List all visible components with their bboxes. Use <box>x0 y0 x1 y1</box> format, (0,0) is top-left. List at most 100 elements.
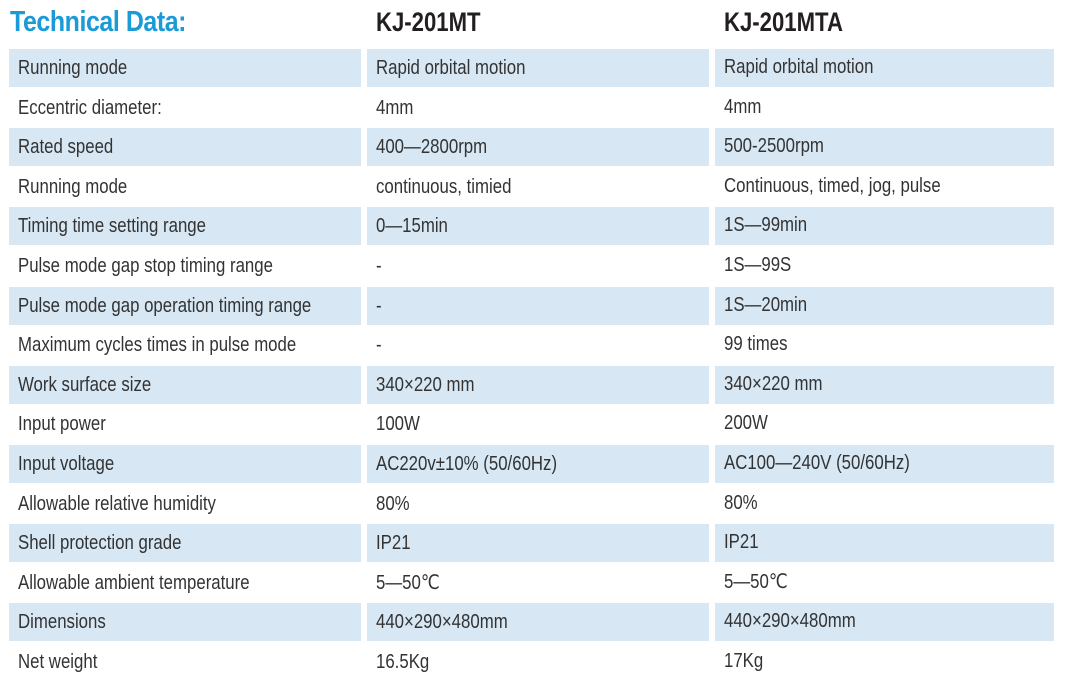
kj-201mta-value-cell: 1S—20min <box>715 286 1054 325</box>
spec-label-cell: Pulse mode gap stop timing range <box>9 247 361 285</box>
kj-201mt-value-cell: continuous, timied <box>367 168 709 206</box>
spec-label-cell-text: Timing time setting range <box>18 215 207 238</box>
kj-201mta-value-cell-text: Continuous, timed, jog, pulse <box>724 174 941 197</box>
kj-201mta-value-cell-text: AC100—240V (50/60Hz) <box>724 451 910 474</box>
table-row: Input voltage AC220v±10% (50/60Hz) AC100—2… <box>9 444 1054 485</box>
kj-201mta-value-cell-text: IP21 <box>724 531 759 554</box>
spec-label-cell-text: Shell protection grade <box>18 532 182 555</box>
kj-201mta-value-cell-text: 200W <box>724 412 768 435</box>
spec-label-cell-text: Eccentric diameter: <box>18 96 162 119</box>
kj-201mt-value-cell-text: AC220v±10% (50/60Hz) <box>376 452 558 475</box>
spec-label-cell-text: Allowable relative humidity <box>18 492 216 515</box>
kj-201mt-value-cell-text: IP21 <box>376 532 411 555</box>
kj-201mt-value-cell: 16.5Kg <box>367 643 709 681</box>
kj-201mta-value-cell: IP21 <box>715 524 1054 563</box>
spec-label-cell-text: Running mode <box>18 57 128 79</box>
kj-201mta-value-cell: 440×290×480mm <box>715 603 1054 642</box>
kj-201mt-value-cell: 5—50℃ <box>367 564 709 602</box>
kj-201mta-value-cell-text: 4mm <box>724 95 762 118</box>
kj-201mta-value-cell: 200W <box>715 405 1054 443</box>
kj-201mta-value-cell-text: 17Kg <box>724 649 764 672</box>
kj-201mta-value-cell: 80% <box>715 485 1054 523</box>
table-row: Rated speed 400—2800rpm 500-2500rpm <box>9 128 1054 168</box>
kj-201mta-value-cell: AC100—240V (50/60Hz) <box>715 444 1054 483</box>
kj-201mta-value-cell: Rapid orbital motion <box>715 49 1054 87</box>
kj-201mta-value-cell: 340×220 mm <box>715 365 1054 404</box>
kj-201mt-value-cell: 400—2800rpm <box>367 128 709 167</box>
spec-label-cell-text: Rated speed <box>18 136 114 159</box>
kj-201mt-value-cell: 80% <box>367 485 709 523</box>
kj-201mt-value-cell-text: 440×290×480mm <box>376 611 508 634</box>
page-title: Technical Data: <box>10 6 187 38</box>
kj-201mt-value-cell: 340×220 mm <box>367 365 709 404</box>
spec-label-cell: Eccentric diameter: <box>9 89 361 127</box>
spec-label-cell: Maximum cycles times in pulse mode <box>9 326 361 364</box>
kj-201mt-value-cell: 0—15min <box>367 207 709 246</box>
spec-label-cell: Dimensions <box>9 603 361 642</box>
spec-label-cell-text: Allowable ambient temperature <box>18 571 250 594</box>
spec-label-cell-text: Pulse mode gap stop timing range <box>18 254 273 277</box>
kj-201mt-value-cell-text: continuous, timied <box>376 175 512 198</box>
table-row: Running mode Rapid orbital motion Rapid or… <box>9 49 1054 89</box>
spec-label-cell-text: Net weight <box>18 650 98 673</box>
spec-label-cell: Input voltage <box>9 444 361 483</box>
kj-201mt-value-cell: - <box>367 326 709 364</box>
model-heading-kj-201mta: KJ-201MTA <box>724 7 843 37</box>
spec-header: Technical Data: KJ-201MT KJ-201MTA <box>0 0 1066 48</box>
kj-201mt-value-cell-text: - <box>376 334 382 357</box>
spec-label-cell: Rated speed <box>9 128 361 167</box>
table-row: Net weight 16.5Kg 17Kg <box>9 643 1054 683</box>
table-row: Dimensions 440×290×480mm 440×290×480mm <box>9 603 1054 643</box>
kj-201mta-value-cell: 4mm <box>715 89 1054 127</box>
kj-201mta-value-cell: 1S—99min <box>715 207 1054 246</box>
kj-201mt-value-cell: AC220v±10% (50/60Hz) <box>367 444 709 483</box>
kj-201mta-value-cell: 5—50℃ <box>715 564 1054 602</box>
table-row: Allowable ambient temperature 5—50℃ 5—50℃ <box>9 564 1054 604</box>
kj-201mta-value-cell: 17Kg <box>715 643 1054 681</box>
kj-201mta-value-cell-text: Rapid orbital motion <box>724 56 874 78</box>
kj-201mt-value-cell: Rapid orbital motion <box>367 49 709 87</box>
spec-table: Running mode Rapid orbital motion Rapid or… <box>9 49 1054 683</box>
table-row: Allowable relative humidity 80% 80% <box>9 485 1054 525</box>
table-row: Eccentric diameter: 4mm 4mm <box>9 89 1054 129</box>
kj-201mt-value-cell: 440×290×480mm <box>367 603 709 642</box>
table-row: Work surface size 340×220 mm 340×220 mm <box>9 365 1054 406</box>
kj-201mta-value-cell-text: 5—50℃ <box>724 570 788 593</box>
kj-201mt-value-cell: IP21 <box>367 524 709 563</box>
kj-201mt-value-cell-text: 4mm <box>376 96 414 119</box>
kj-201mt-value-cell-text: - <box>376 294 382 317</box>
kj-201mt-value-cell: 4mm <box>367 89 709 127</box>
kj-201mt-value-cell: - <box>367 286 709 325</box>
kj-201mta-value-cell-text: 1S—20min <box>724 293 808 316</box>
kj-201mta-value-cell-text: 1S—99S <box>724 253 792 276</box>
spec-label-cell: Running mode <box>9 49 361 87</box>
spec-label-cell: Work surface size <box>9 365 361 404</box>
spec-label-cell-text: Running mode <box>18 175 128 198</box>
spec-label-cell: Pulse mode gap operation timing range <box>9 286 361 325</box>
kj-201mta-value-cell-text: 340×220 mm <box>724 372 823 395</box>
model-heading-kj-201mt: KJ-201MT <box>376 7 481 37</box>
kj-201mt-value-cell-text: 340×220 mm <box>376 373 475 396</box>
spec-label-cell: Net weight <box>9 643 361 681</box>
kj-201mta-value-cell-text: 500-2500rpm <box>724 135 824 158</box>
spec-label-cell: Running mode <box>9 168 361 206</box>
spec-label-cell-text: Pulse mode gap operation timing range <box>18 294 312 317</box>
table-row: Shell protection grade IP21 IP21 <box>9 524 1054 564</box>
spec-label-cell: Timing time setting range <box>9 207 361 246</box>
spec-label-cell-text: Dimensions <box>18 611 106 634</box>
table-row: Input power 100W 200W <box>9 405 1054 445</box>
spec-label-cell: Input power <box>9 405 361 443</box>
kj-201mt-value-cell-text: 80% <box>376 492 410 515</box>
kj-201mt-value-cell-text: Rapid orbital motion <box>376 57 526 79</box>
spec-label-cell: Allowable relative humidity <box>9 485 361 523</box>
kj-201mt-value-cell-text: 400—2800rpm <box>376 136 488 159</box>
spec-label-cell: Shell protection grade <box>9 524 361 563</box>
kj-201mt-value-cell-text: 16.5Kg <box>376 650 430 673</box>
kj-201mta-value-cell-text: 99 times <box>724 333 788 356</box>
kj-201mta-value-cell: 99 times <box>715 326 1054 364</box>
kj-201mta-value-cell: 500-2500rpm <box>715 128 1054 167</box>
kj-201mta-value-cell-text: 440×290×480mm <box>724 610 856 633</box>
spec-label-cell-text: Input power <box>18 413 106 436</box>
spec-label-cell-text: Input voltage <box>18 452 115 475</box>
table-row: Pulse mode gap operation timing range - 1S… <box>9 286 1054 327</box>
